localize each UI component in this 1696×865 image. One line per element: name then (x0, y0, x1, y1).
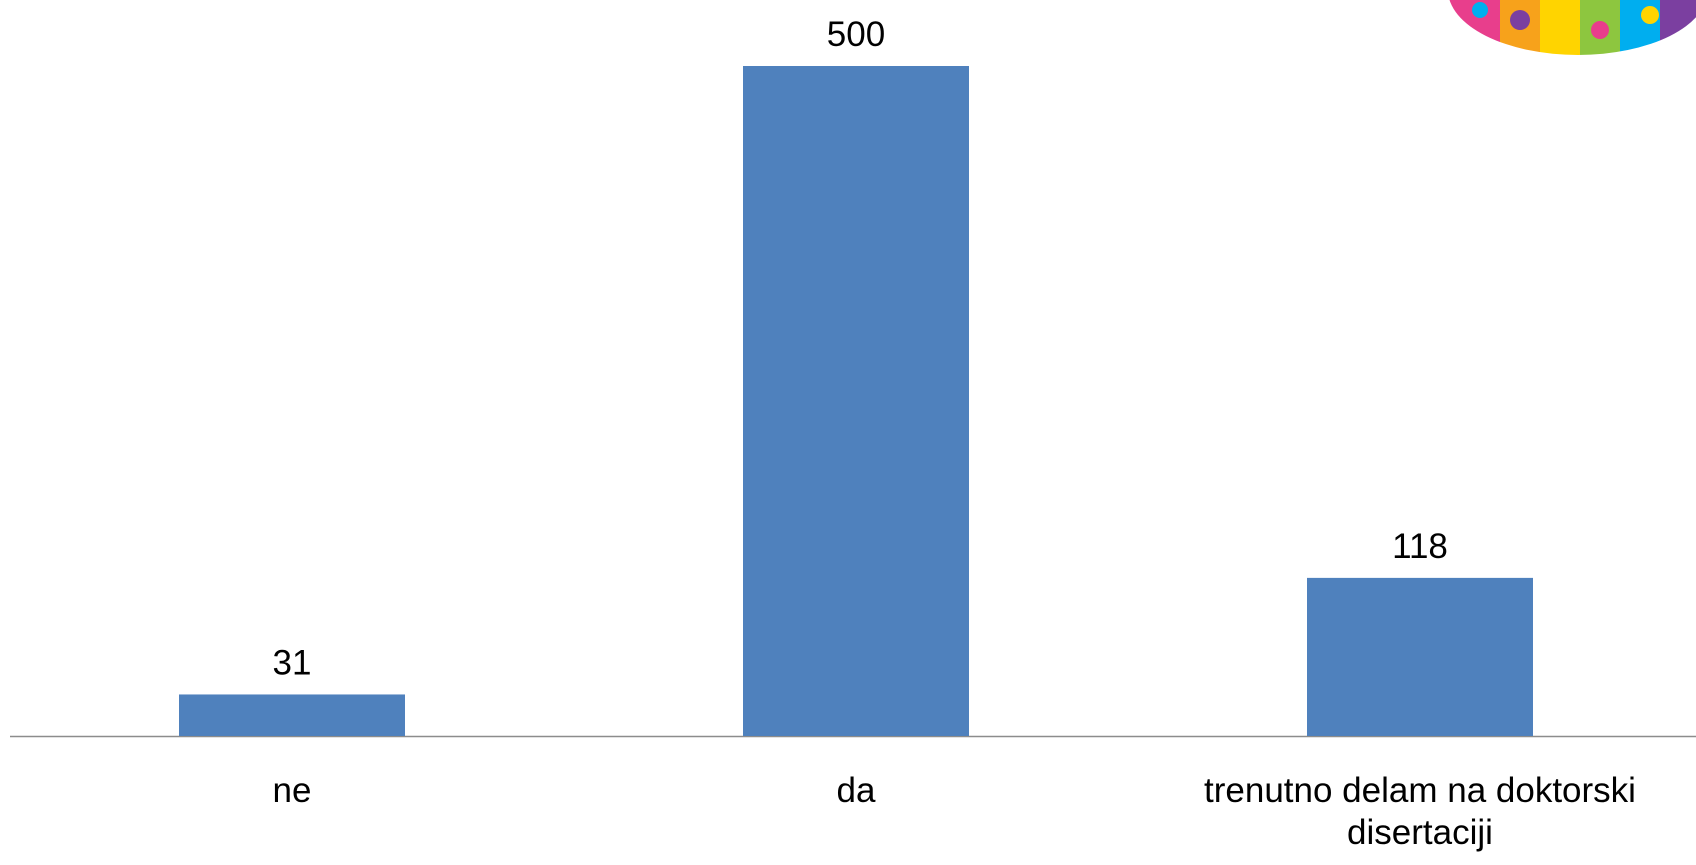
bar (1307, 578, 1533, 736)
x-tick-label: trenutno delam na doktorski disertaciji (1140, 770, 1696, 854)
bar (743, 66, 969, 736)
slide: 31 500 118 nedatrenutno delam na doktorski… (0, 0, 1696, 865)
logo (1440, 0, 1696, 60)
x-tick-label: ne (12, 770, 572, 812)
chart: 31 500 118 (0, 0, 1696, 865)
x-tick-label: da (576, 770, 1136, 812)
value-label: 31 (273, 643, 312, 682)
bar (179, 694, 405, 736)
value-label: 118 (1392, 527, 1448, 566)
value-label: 500 (827, 15, 885, 54)
